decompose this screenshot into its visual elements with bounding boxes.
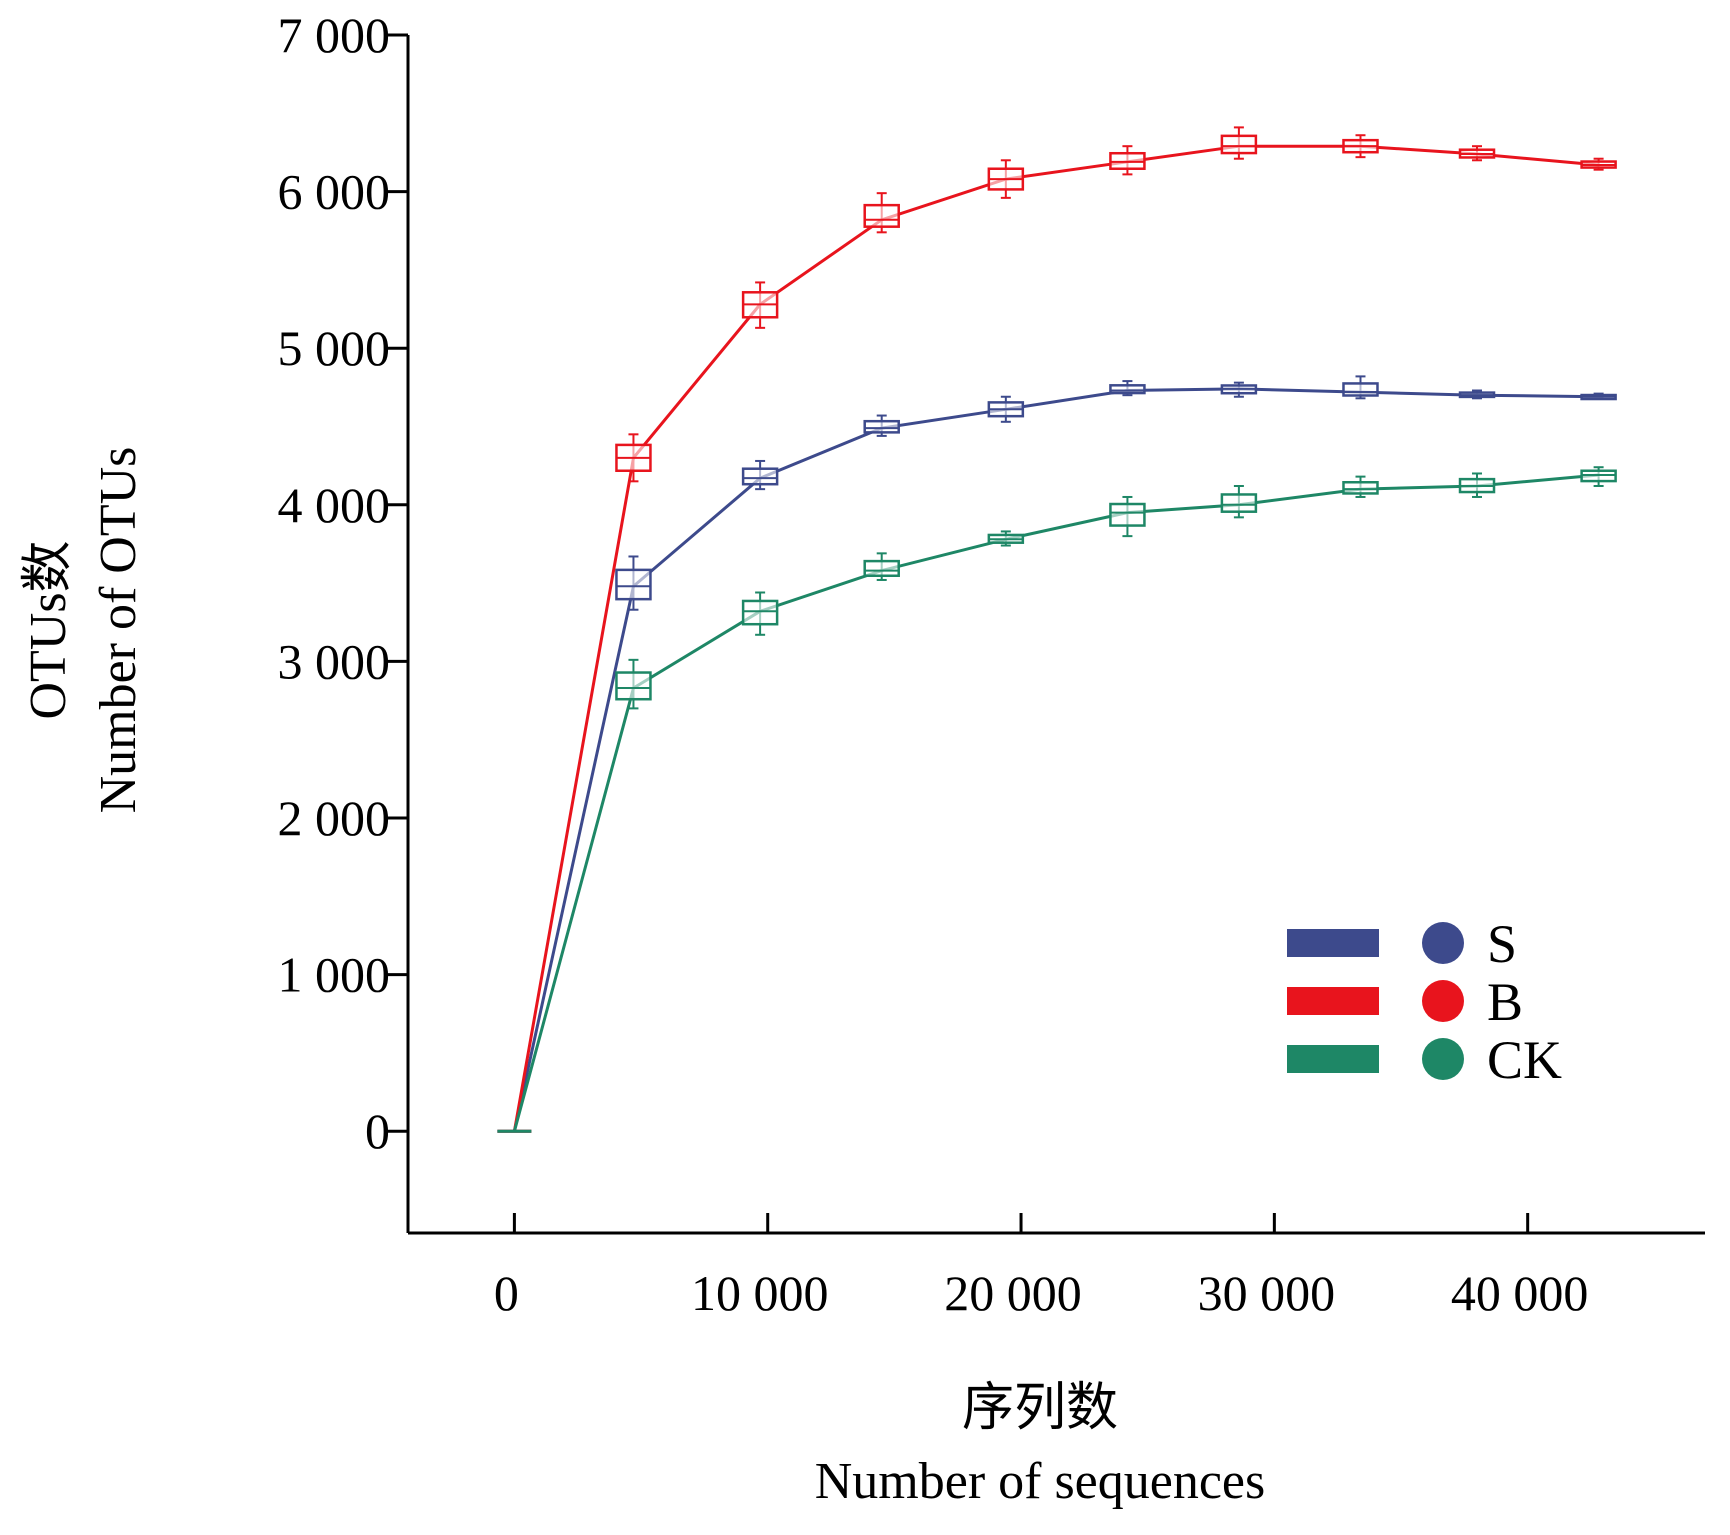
x-tick-label: 20 000 — [944, 1265, 1082, 1321]
x-tick-label: 0 — [494, 1265, 519, 1321]
legend-marker-s — [1422, 922, 1464, 964]
box-marker — [863, 559, 900, 577]
x-axis-title-line-1: 序列数 — [962, 1380, 1118, 1437]
y-axis-title-line-2: Number of OTUs — [90, 447, 147, 814]
y-tick-label: 6 000 — [278, 164, 391, 220]
box-marker — [1109, 384, 1146, 395]
box-marker — [615, 568, 652, 601]
legend-marker-b — [1422, 980, 1464, 1022]
y-tick-label: 7 000 — [278, 7, 391, 63]
axes — [406, 35, 1705, 1235]
legend-label-s: S — [1487, 914, 1517, 974]
y-tick-label: 3 000 — [278, 633, 391, 689]
box-marker — [741, 599, 779, 626]
box-marker — [1109, 502, 1146, 527]
y-axis-title-line-1: OTUs数 — [20, 540, 77, 719]
box-marker — [1342, 382, 1379, 397]
series-s — [497, 375, 1617, 1133]
x-ticks: 0 10 000 20 000 30 000 40 000 — [494, 1213, 1589, 1321]
box-marker — [615, 671, 652, 701]
y-tick-label: 1 000 — [278, 947, 391, 1003]
x-tick-label: 30 000 — [1198, 1265, 1336, 1321]
box-marker — [741, 467, 779, 486]
box-marker — [1342, 481, 1379, 495]
series-line — [512, 387, 1599, 1132]
box-marker — [863, 203, 900, 228]
y-tick-label: 5 000 — [278, 320, 391, 376]
y-tick-label: 4 000 — [278, 477, 391, 533]
legend-swatch-s — [1287, 929, 1379, 957]
y-tick-label: 2 000 — [278, 790, 391, 846]
legend-label-ck: CK — [1487, 1030, 1562, 1090]
legend-label-b: B — [1487, 972, 1523, 1032]
series-ck — [497, 466, 1617, 1133]
series-line — [512, 473, 1599, 1132]
x-axis-title-line-2: Number of sequences — [815, 1453, 1266, 1510]
series-b — [497, 126, 1617, 1133]
series-layer — [497, 126, 1617, 1133]
y-tick-label: 0 — [365, 1103, 390, 1159]
legend-swatch-ck — [1287, 1045, 1379, 1073]
legend-swatch-b — [1287, 987, 1379, 1015]
y-ticks: 0 1 000 2 000 3 000 4 000 5 000 6 000 7 000 — [278, 7, 408, 1159]
x-tick-label: 40 000 — [1451, 1265, 1589, 1321]
box-marker — [1220, 493, 1258, 513]
box-marker — [863, 419, 900, 434]
box-marker — [1220, 134, 1258, 155]
legend-marker-ck — [1422, 1038, 1464, 1080]
series-line — [512, 144, 1599, 1132]
x-tick-label: 10 000 — [691, 1265, 829, 1321]
